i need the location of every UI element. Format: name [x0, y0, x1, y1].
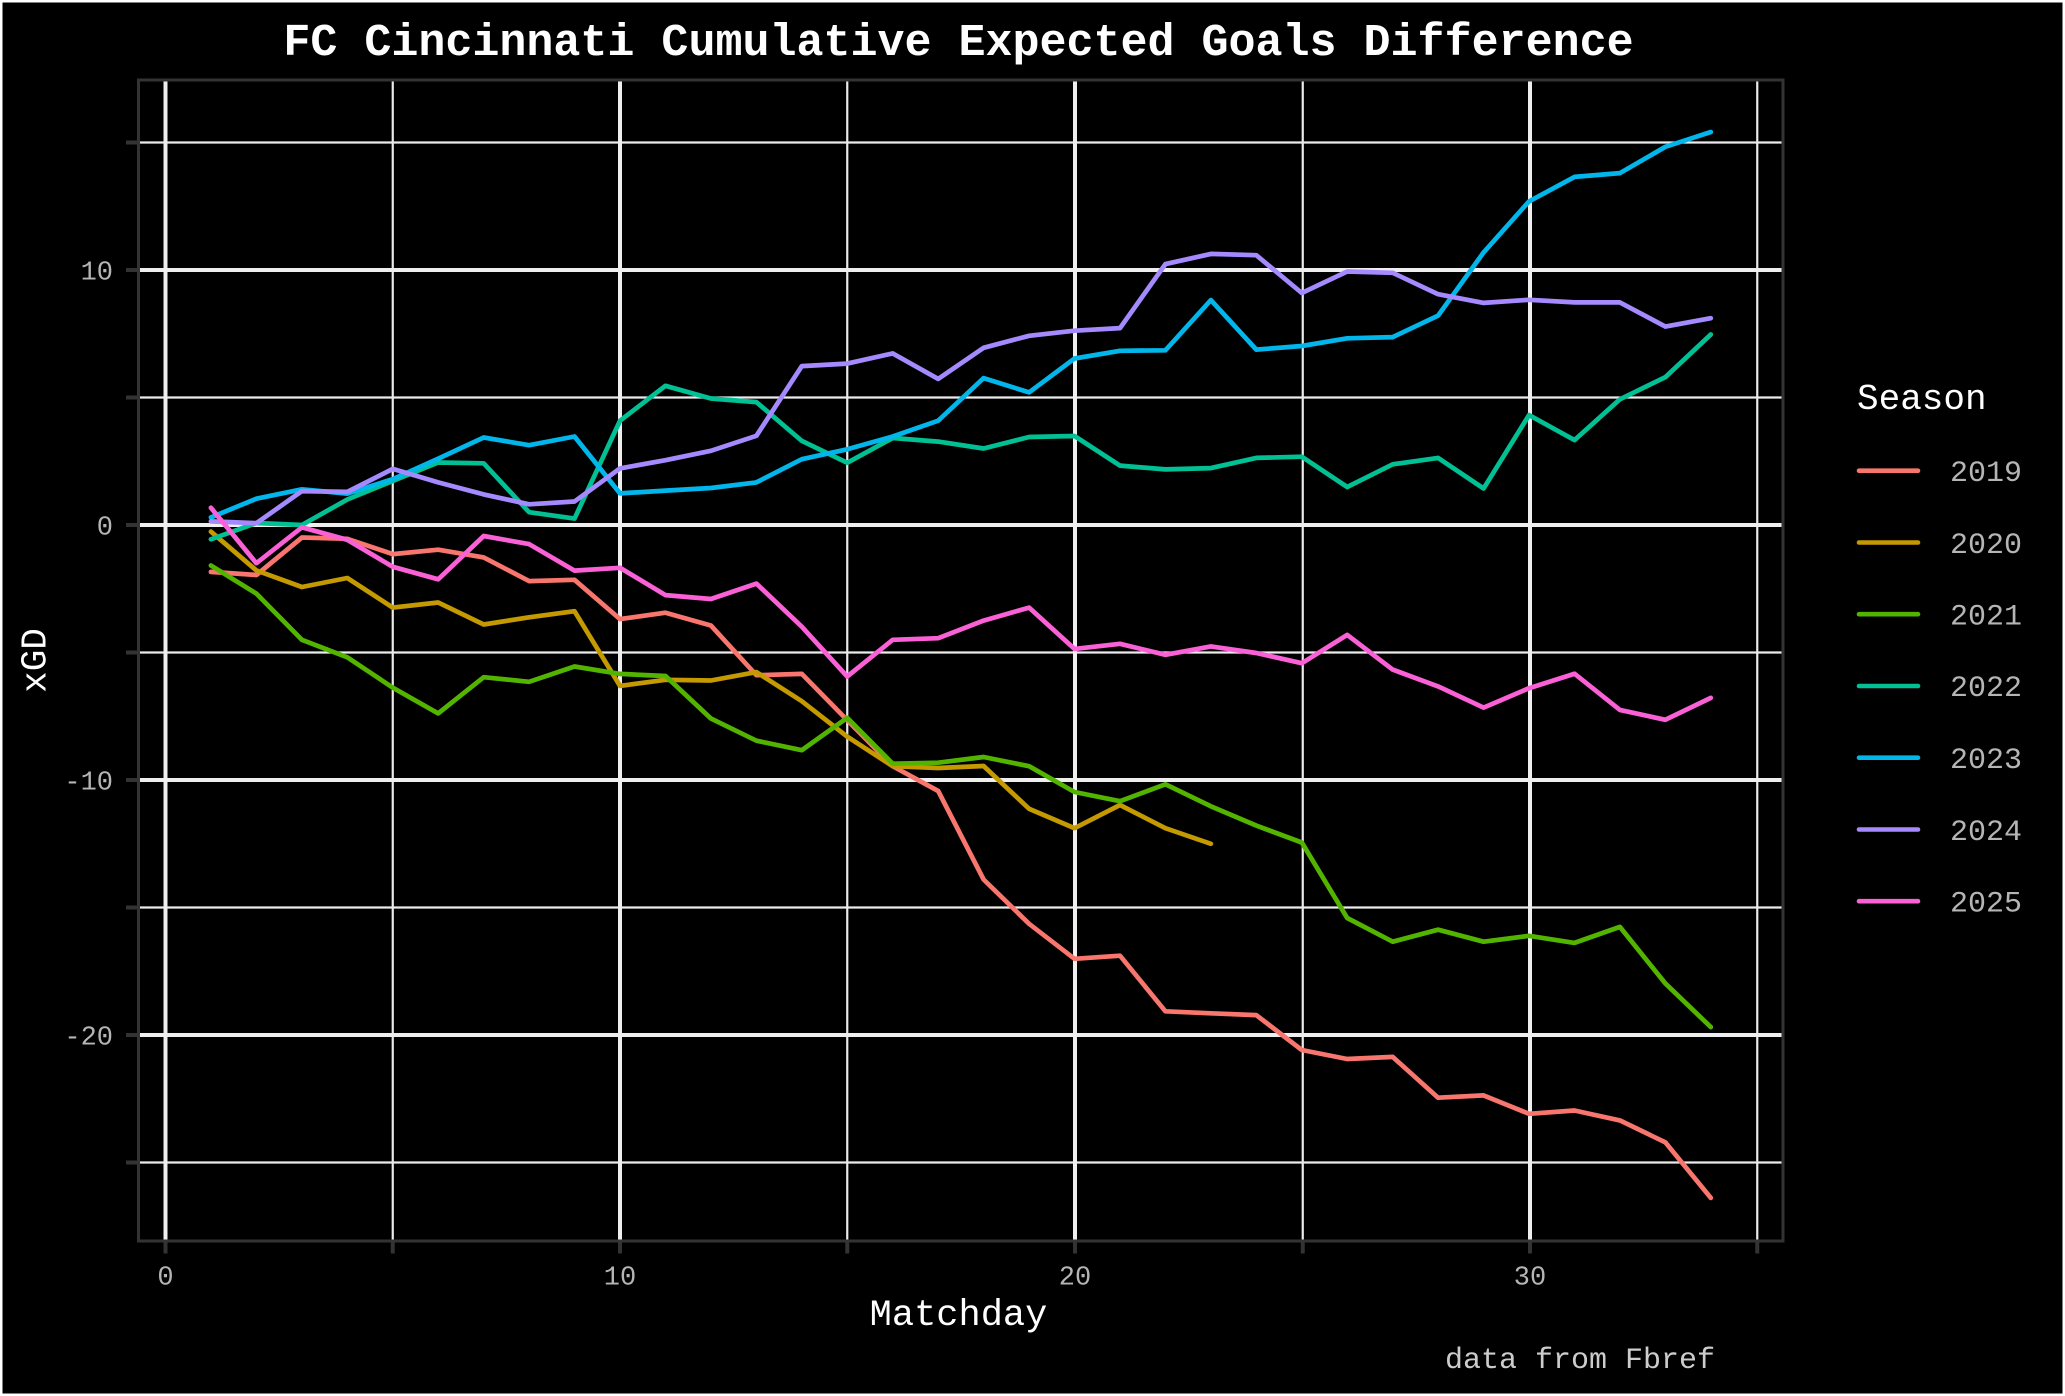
svg-text:Matchday: Matchday — [870, 1295, 1048, 1337]
svg-text:0: 0 — [157, 1264, 173, 1294]
svg-text:Season: Season — [1857, 379, 1987, 420]
svg-text:2019: 2019 — [1950, 457, 2022, 491]
svg-text:xGD: xGD — [16, 628, 57, 693]
svg-text:20: 20 — [1059, 1264, 1091, 1294]
svg-text:2021: 2021 — [1950, 601, 2022, 635]
svg-text:10: 10 — [604, 1264, 636, 1294]
svg-text:10: 10 — [81, 258, 113, 288]
svg-text:2024: 2024 — [1950, 816, 2022, 850]
svg-text:-10: -10 — [64, 768, 113, 798]
svg-text:data from Fbref: data from Fbref — [1445, 1344, 1715, 1378]
svg-text:30: 30 — [1514, 1264, 1546, 1294]
svg-text:2022: 2022 — [1950, 672, 2022, 706]
svg-text:-20: -20 — [64, 1023, 113, 1053]
svg-text:2020: 2020 — [1950, 529, 2022, 563]
svg-text:FC Cincinnati Cumulative Expec: FC Cincinnati Cumulative Expected Goals … — [283, 18, 1633, 69]
svg-text:2025: 2025 — [1950, 888, 2022, 922]
svg-text:2023: 2023 — [1950, 744, 2022, 778]
svg-text:0: 0 — [97, 513, 113, 543]
